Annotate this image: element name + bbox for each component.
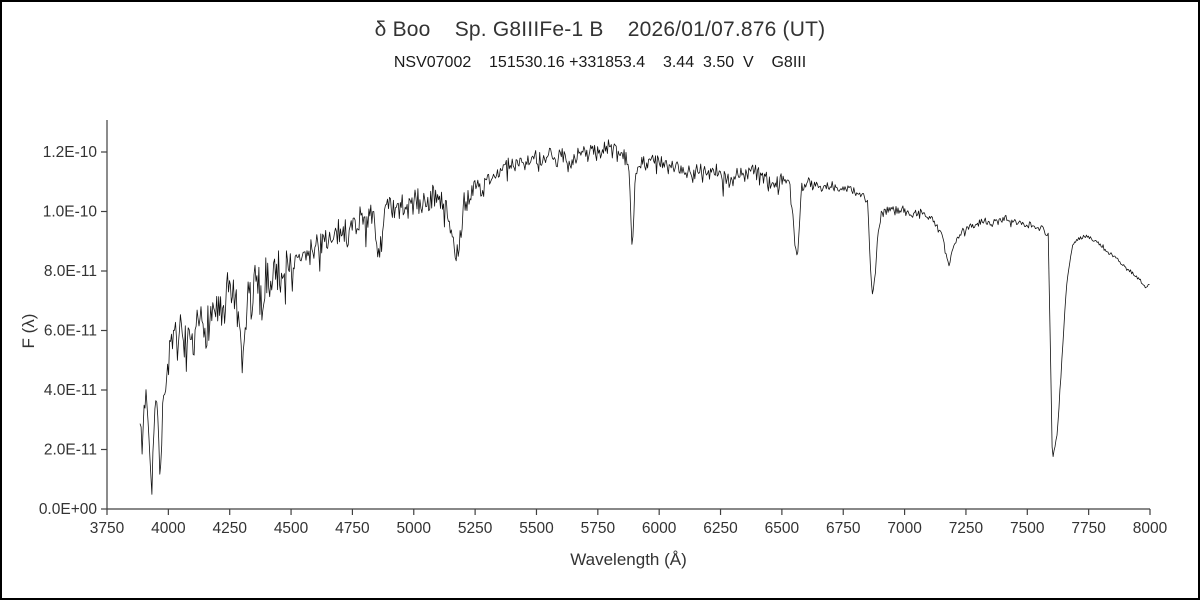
x-tick-label: 5500 bbox=[519, 520, 554, 537]
x-tick-label: 4750 bbox=[335, 520, 370, 537]
x-tick-label: 7500 bbox=[1010, 520, 1045, 537]
chart-subtitle: NSV07002 151530.16 +331853.4 3.44 3.50 V… bbox=[393, 54, 807, 71]
x-tick-label: 6250 bbox=[703, 520, 738, 537]
x-tick-label: 5750 bbox=[581, 520, 616, 537]
chart-title: δ Boo Sp. G8IIIFe-1 B 2026/01/07.876 (UT… bbox=[374, 18, 826, 41]
x-tick-label: 7000 bbox=[887, 520, 922, 537]
x-tick-label: 6750 bbox=[826, 520, 861, 537]
x-tick-label: 7250 bbox=[949, 520, 984, 537]
spectrum-line bbox=[139, 139, 1150, 495]
y-tick-label: 1.0E-10 bbox=[43, 204, 98, 221]
x-tick-label: 5250 bbox=[458, 520, 493, 537]
y-tick-label: 6.0E-11 bbox=[44, 323, 97, 340]
x-tick-label: 7750 bbox=[1071, 520, 1106, 537]
x-tick-label: 4250 bbox=[212, 520, 247, 537]
x-tick-label: 4500 bbox=[274, 520, 309, 537]
y-tick-label: 0.0E+00 bbox=[39, 501, 98, 518]
x-tick-label: 4000 bbox=[151, 520, 186, 537]
x-tick-label: 6500 bbox=[765, 520, 800, 537]
x-axis-label: Wavelength (Å) bbox=[570, 550, 687, 569]
x-tick-label: 3750 bbox=[90, 520, 125, 537]
y-tick-label: 4.0E-11 bbox=[44, 382, 97, 399]
y-tick-label: 8.0E-11 bbox=[44, 263, 97, 280]
x-tick-label: 8000 bbox=[1133, 520, 1168, 537]
x-tick-label: 6000 bbox=[642, 520, 677, 537]
y-tick-label: 1.2E-10 bbox=[43, 144, 98, 161]
x-tick-label: 5000 bbox=[397, 520, 432, 537]
y-tick-label: 2.0E-11 bbox=[44, 442, 97, 459]
axes bbox=[106, 120, 1150, 510]
